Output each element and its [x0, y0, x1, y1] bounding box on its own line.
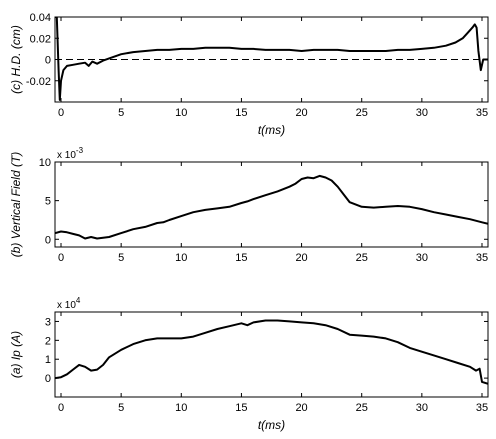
x-axis-label: t(ms): [258, 123, 285, 137]
x-tick-label: 20: [295, 107, 307, 119]
x-tick-label: 0: [58, 107, 64, 119]
y-tick-label: 0: [45, 234, 51, 246]
y-tick-label: 0.04: [30, 12, 51, 24]
x-tick-label: 30: [416, 402, 428, 414]
plot-frame: [54, 311, 489, 398]
x-tick-label: 25: [356, 252, 368, 264]
x-tick-label: 5: [118, 252, 124, 264]
y-tick-label: 0: [45, 55, 51, 67]
plot-frame: [54, 161, 489, 248]
y-tick-label: -0.02: [26, 76, 51, 88]
y-tick-label: 5: [45, 196, 51, 208]
x-tick-label: 35: [476, 252, 488, 264]
y-tick-label: 0: [45, 373, 51, 385]
x-tick-label: 25: [356, 402, 368, 414]
y-axis-multiplier-exponent: -3: [76, 146, 84, 155]
x-tick-label: 20: [295, 252, 307, 264]
y-axis-multiplier: x 104: [57, 296, 81, 311]
series-line-0: [55, 319, 488, 385]
y-tick-label: 3: [45, 316, 51, 328]
x-tick-label: 20: [295, 402, 307, 414]
chart-panel-1: 0 5 10 15 20 25 30 35 0 5 10 x 10-3 (b) Vertical Fie…: [9, 146, 489, 264]
x-axis-label: t(ms): [258, 418, 285, 432]
x-tick-label: 0: [58, 402, 64, 414]
chart-panel-0: 0 5 10 15 20 25 30 35 -0.02 0 0.02 0.04 t(ms) (c) H.D…: [9, 12, 489, 137]
x-tick-label: 35: [476, 402, 488, 414]
y-axis-multiplier: x 10-3: [57, 146, 84, 161]
y-tick-label: 2: [45, 335, 51, 347]
x-tick-label: 0: [58, 252, 64, 264]
y-tick-label: 0.02: [30, 33, 51, 45]
y-axis-multiplier-exponent: 4: [76, 296, 81, 305]
x-tick-label: 30: [416, 252, 428, 264]
x-tick-label: 15: [235, 402, 247, 414]
y-axis-label: (c) H.D. (cm): [9, 25, 23, 94]
x-tick-label: 5: [118, 402, 124, 414]
series-line-0: [55, 174, 488, 240]
y-axis-label: (b) Vertical Field (T): [9, 152, 23, 258]
series-line-0: [55, 17, 488, 101]
x-tick-label: 10: [175, 402, 187, 414]
x-tick-label: 15: [235, 107, 247, 119]
x-tick-label: 25: [356, 107, 368, 119]
y-axis-label: (a) Ip (A): [9, 331, 23, 378]
x-tick-label: 15: [235, 252, 247, 264]
y-tick-label: 1: [45, 354, 51, 366]
chart-panel-2: 0 5 10 15 20 25 30 35 0 1 2 3 x 104 t(ms) (a) Ip (A): [9, 296, 489, 432]
x-tick-label: 30: [416, 107, 428, 119]
x-tick-label: 10: [175, 252, 187, 264]
y-tick-label: 10: [39, 157, 51, 169]
x-tick-label: 35: [476, 107, 488, 119]
x-tick-label: 5: [118, 107, 124, 119]
x-tick-label: 10: [175, 107, 187, 119]
